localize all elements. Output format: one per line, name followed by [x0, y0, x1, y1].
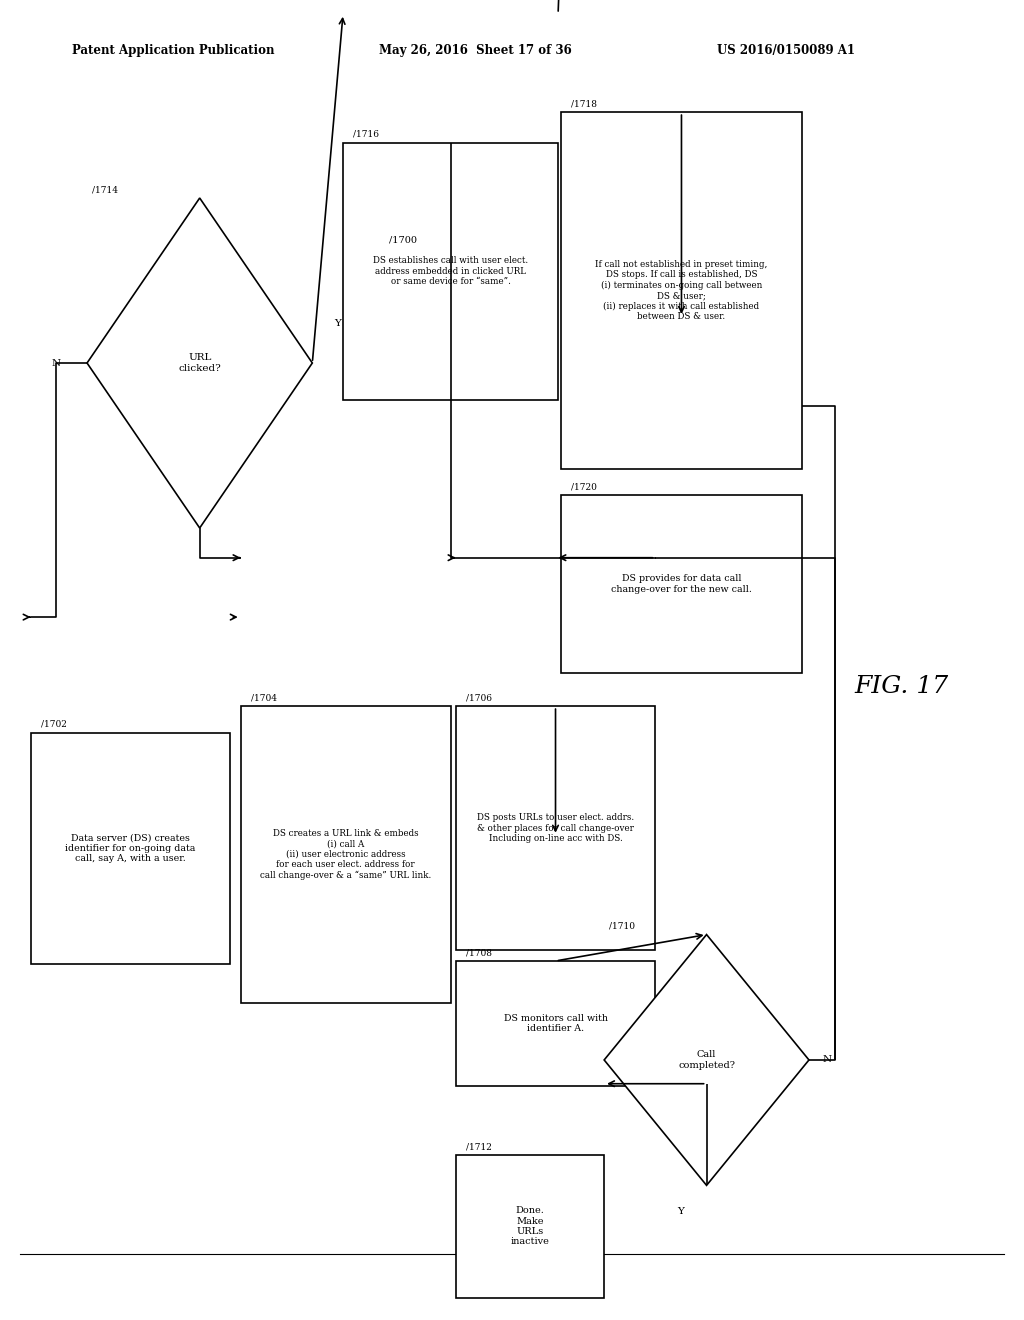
- Text: DS posts URLs to user elect. addrs.
& other places for call change-over
Includin: DS posts URLs to user elect. addrs. & ot…: [477, 813, 634, 843]
- FancyBboxPatch shape: [561, 495, 802, 673]
- FancyBboxPatch shape: [241, 706, 451, 1003]
- Text: Done.
Make
URLs
inactive: Done. Make URLs inactive: [511, 1206, 549, 1246]
- Text: Data server (DS) creates
identifier for on-going data
call, say A, with a user.: Data server (DS) creates identifier for …: [66, 833, 196, 863]
- Text: FIG. 17: FIG. 17: [854, 675, 948, 698]
- Text: DS creates a URL link & embeds
(i) call A
(ii) user electronic address
for each : DS creates a URL link & embeds (i) call …: [260, 829, 431, 880]
- Text: /1720: /1720: [571, 482, 597, 491]
- FancyBboxPatch shape: [456, 1155, 604, 1298]
- FancyBboxPatch shape: [456, 706, 655, 950]
- Text: /1718: /1718: [571, 99, 597, 108]
- Text: /1712: /1712: [466, 1142, 492, 1151]
- Text: /1702: /1702: [41, 719, 67, 729]
- Text: May 26, 2016  Sheet 17 of 36: May 26, 2016 Sheet 17 of 36: [379, 44, 571, 57]
- Polygon shape: [604, 935, 809, 1185]
- FancyBboxPatch shape: [31, 733, 230, 964]
- Text: Call
completed?: Call completed?: [678, 1051, 735, 1069]
- Polygon shape: [87, 198, 312, 528]
- Text: /1700: /1700: [389, 235, 417, 244]
- Text: Y: Y: [335, 319, 341, 327]
- Text: N: N: [823, 1056, 831, 1064]
- Text: US 2016/0150089 A1: US 2016/0150089 A1: [717, 44, 855, 57]
- Text: /1706: /1706: [466, 693, 492, 702]
- Text: DS provides for data call
change-over for the new call.: DS provides for data call change-over fo…: [611, 574, 752, 594]
- Text: N: N: [52, 359, 60, 367]
- Text: /1714: /1714: [92, 185, 118, 194]
- Text: Y: Y: [678, 1208, 684, 1216]
- Text: /1710: /1710: [609, 921, 635, 931]
- Text: DS establishes call with user elect.
address embedded in clicked URL
or same dev: DS establishes call with user elect. add…: [373, 256, 528, 286]
- Text: /1708: /1708: [466, 948, 492, 957]
- FancyBboxPatch shape: [456, 961, 655, 1086]
- Text: DS monitors call with
identifier A.: DS monitors call with identifier A.: [504, 1014, 607, 1034]
- Text: Patent Application Publication: Patent Application Publication: [72, 44, 274, 57]
- Text: If call not established in preset timing,
DS stops. If call is established, DS
(: If call not established in preset timing…: [595, 260, 768, 321]
- FancyBboxPatch shape: [561, 112, 802, 469]
- Text: /1704: /1704: [251, 693, 276, 702]
- FancyBboxPatch shape: [343, 143, 558, 400]
- Text: /1716: /1716: [353, 129, 379, 139]
- Text: URL
clicked?: URL clicked?: [178, 354, 221, 372]
